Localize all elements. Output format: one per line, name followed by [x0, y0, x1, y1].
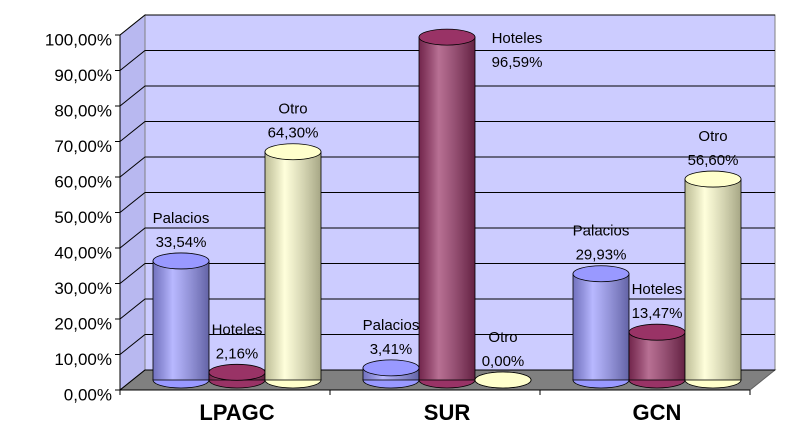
data-label: 3,41%: [370, 341, 413, 358]
data-label-name: Palacios: [573, 223, 630, 240]
x-tick-label: LPAGC: [199, 400, 274, 425]
bar-top: [418, 28, 476, 46]
bar: [264, 143, 322, 389]
y-tick-label: 50,00%: [54, 208, 112, 227]
data-label: 13,47%: [632, 305, 683, 322]
grid-line: [119, 121, 775, 142]
y-tick-label: 100,00%: [45, 30, 112, 49]
y-tick-label: 20,00%: [54, 314, 112, 333]
y-tick-label: 70,00%: [54, 137, 112, 156]
data-label-name: Palacios: [363, 317, 420, 334]
grid-line: [119, 14, 775, 36]
bar-top: [572, 265, 630, 283]
y-tick-label: 90,00%: [54, 66, 112, 85]
y-tick-label: 40,00%: [54, 243, 112, 262]
bar-top: [474, 371, 532, 389]
bar-top: [362, 359, 420, 377]
bar-shade: [152, 260, 210, 381]
data-label-name: Otro: [488, 329, 517, 346]
grid-line: [119, 156, 775, 178]
data-label-name: Hoteles: [632, 281, 683, 298]
bar: [208, 363, 266, 389]
grid-line: [119, 334, 775, 355]
grid-line: [119, 369, 775, 391]
grid-line: [119, 50, 775, 71]
bar-top: [684, 170, 742, 188]
x-tick-label: SUR: [424, 400, 471, 425]
bar: [684, 170, 742, 389]
data-label-name: Otro: [278, 101, 307, 118]
data-label-name: Palacios: [153, 210, 210, 227]
grid-line: [119, 192, 775, 213]
data-label: 56,60%: [688, 152, 739, 169]
bar: [474, 371, 532, 389]
data-label-name: Hoteles: [212, 321, 263, 338]
y-tick-label: 60,00%: [54, 172, 112, 191]
y-tick-label: 80,00%: [54, 101, 112, 120]
bar-top: [264, 143, 322, 161]
grid-line: [119, 298, 775, 320]
grid-line: [119, 263, 775, 284]
y-tick-label: 30,00%: [54, 279, 112, 298]
grid-line: [119, 85, 775, 107]
bar-top: [152, 252, 210, 270]
data-label: 33,54%: [156, 234, 207, 251]
y-tick-label: 0,00%: [64, 385, 112, 404]
data-label-name: Hoteles: [492, 30, 543, 47]
bar: [152, 252, 210, 389]
data-label: 29,93%: [576, 247, 627, 264]
grid-line: [119, 227, 775, 249]
y-tick-label: 10,00%: [54, 350, 112, 369]
data-label: 96,59%: [492, 54, 543, 71]
bar: [418, 28, 476, 389]
data-label: 64,30%: [268, 125, 319, 142]
bar: [628, 323, 686, 389]
x-tick-label: GCN: [633, 400, 682, 425]
bar-shade: [264, 151, 322, 381]
bar-top: [628, 323, 686, 341]
bar: [572, 265, 630, 389]
bar-top: [208, 363, 266, 381]
bar-shade: [684, 178, 742, 381]
data-label-name: Otro: [698, 128, 727, 145]
bar-shade: [572, 273, 630, 381]
bar-shade: [418, 36, 476, 381]
bar: [362, 359, 420, 389]
data-label: 2,16%: [216, 345, 259, 362]
data-label: 0,00%: [482, 353, 525, 370]
